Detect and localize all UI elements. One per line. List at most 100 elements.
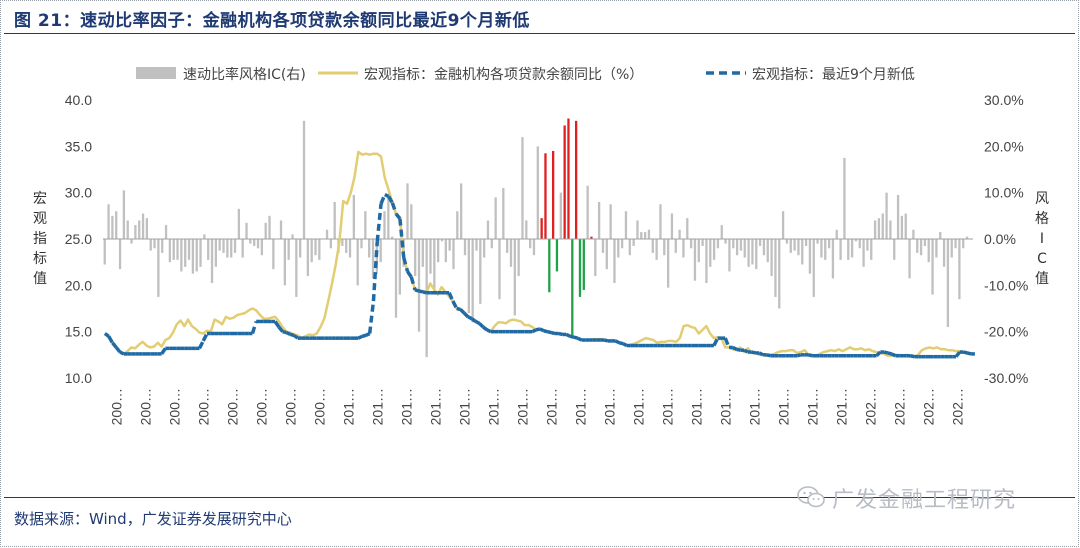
ic-bar (291, 234, 294, 239)
low-line-segment (576, 336, 583, 342)
low-line-segment (451, 300, 459, 310)
low-line-segment (367, 300, 376, 334)
ic-bar (191, 239, 195, 274)
ic-bar (279, 220, 283, 239)
low-line-segment (622, 342, 628, 348)
x-tick-label: 201… (544, 388, 560, 425)
ic-bar (686, 218, 689, 239)
wechat-icon (797, 486, 825, 508)
ic-bar (571, 239, 574, 337)
ic-bar (916, 239, 919, 253)
ic-bar (502, 188, 505, 239)
low-line-segment (482, 325, 488, 332)
x-tick-label: 202… (921, 388, 937, 425)
left-axis-label-char: 值 (33, 271, 47, 287)
ic-bar (345, 239, 348, 253)
low-line-segment (470, 317, 477, 323)
ic-bar (107, 204, 110, 239)
left-axis-ticks: 10.0 15.0 20.0 25.0 30.0 35.0 40.0 (65, 92, 92, 386)
ic-bar (962, 239, 965, 249)
ic-bar (804, 239, 808, 246)
low-line-segment (573, 335, 579, 340)
ic-bar (371, 239, 375, 279)
low-line-segment (758, 351, 764, 357)
ic-bar (176, 239, 179, 260)
ic-bar (709, 239, 712, 267)
ic-bar (866, 239, 869, 251)
ic-bar (452, 239, 455, 270)
low-line-segment (398, 218, 406, 258)
ic-bar (168, 239, 172, 263)
ic-bar (873, 220, 877, 239)
ic-bar (843, 157, 846, 239)
ic-bar (954, 239, 957, 249)
ic-bar (249, 239, 252, 244)
low-line-segment (459, 308, 466, 315)
ic-bar (701, 239, 704, 246)
legend-ic-swatch (136, 67, 176, 79)
low-line-segment (736, 347, 741, 352)
right-axis-label-char: 格 (1035, 211, 1049, 227)
x-tick-label: 201… (660, 388, 676, 425)
ic-bar (751, 239, 754, 265)
low-line-segment (743, 348, 749, 354)
low-line-segment (414, 288, 420, 293)
ic-bar (816, 239, 819, 244)
x-axis-ticks: 200… 200… 200… 200… 200… 200… 200… 200… 201… 201…… (109, 388, 966, 425)
ic-bar (586, 185, 589, 239)
ic-bar (521, 137, 524, 239)
ic-bar (785, 239, 789, 244)
ic-bar (153, 239, 156, 249)
ic-bar (203, 234, 206, 239)
ic-bar (705, 239, 708, 284)
ic-bar (214, 239, 218, 267)
ic-bar (839, 239, 842, 260)
ic-bar (919, 239, 923, 256)
ic-bar (122, 190, 126, 239)
ic-bar (827, 239, 831, 249)
left-axis-label-char: 指 (33, 231, 47, 247)
low-line-segment (357, 334, 363, 340)
ic-bar (325, 229, 329, 239)
ic-bar (456, 211, 459, 239)
ic-bar (433, 239, 436, 295)
ic-bar (138, 220, 141, 239)
source-note: 数据来源：Wind，广发证券发展研究中心 (14, 510, 292, 528)
right-tick-label: 30.0% (984, 92, 1024, 108)
low-line-segment (463, 311, 470, 319)
ic-bar (831, 239, 835, 279)
right-axis-ticks: -30.0% -20.0% -10.0% 0.0% 10.0% 20.0% 30.0% (984, 92, 1028, 386)
ic-bar (628, 239, 631, 256)
ic-bar (797, 239, 800, 256)
low-line-segment (273, 320, 281, 329)
ic-bar (360, 239, 363, 249)
ic-bar (230, 239, 233, 258)
low-line-segment (535, 327, 541, 332)
ic-bar (885, 192, 888, 239)
ic-bar (808, 239, 812, 274)
ic-bar (617, 239, 620, 258)
low-line-segment (390, 202, 398, 215)
low-line-segment (282, 329, 287, 335)
low-line-segment (197, 340, 205, 350)
x-tick-label: 200… (225, 388, 241, 425)
ic-bar (118, 239, 122, 270)
ic-bar (900, 215, 904, 239)
ic-bar (601, 239, 605, 253)
low-line-segment (119, 350, 125, 356)
x-tick-label: 202… (863, 388, 879, 425)
left-axis-label-char: 标 (33, 251, 47, 267)
x-tick-label: 201… (573, 388, 589, 425)
ic-bar (854, 239, 858, 242)
ic-bar (923, 239, 927, 246)
ic-bar (237, 208, 241, 239)
ic-bar (624, 211, 628, 239)
ic-bar (548, 239, 551, 293)
ic-bar (724, 239, 727, 244)
right-axis-label-char: C (1037, 251, 1047, 267)
ic-bar (126, 220, 129, 239)
ic-bar (958, 239, 961, 300)
low-line-segment (365, 331, 371, 337)
ic-bar (793, 239, 796, 251)
ic-bar (640, 232, 643, 239)
